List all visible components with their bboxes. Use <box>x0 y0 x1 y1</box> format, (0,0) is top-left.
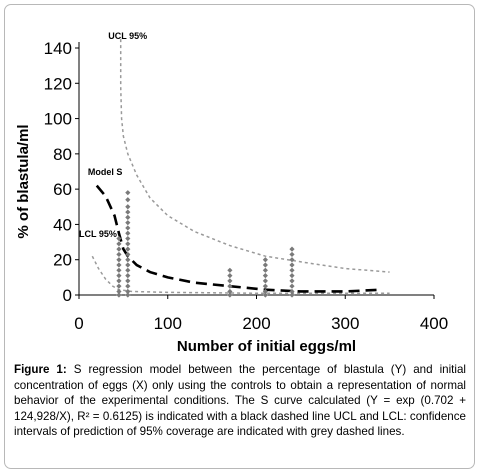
data-point <box>125 272 131 279</box>
data-point <box>262 267 268 273</box>
data-point <box>262 262 268 268</box>
data-point <box>289 288 295 295</box>
data-point <box>125 288 131 295</box>
data-point <box>116 292 122 298</box>
data-point <box>116 235 122 242</box>
data-point <box>227 283 233 289</box>
caption-label: Figure 1: <box>14 363 67 376</box>
data-point <box>227 267 233 273</box>
data-point <box>289 262 295 268</box>
data-point <box>289 292 295 298</box>
y-tick-label: 0 <box>63 286 72 305</box>
data-point <box>116 246 122 252</box>
x-tick-label: 400 <box>420 314 448 333</box>
data-point <box>227 288 233 295</box>
figure-caption: Figure 1: S regression model between the… <box>14 362 466 440</box>
data-point <box>125 230 131 236</box>
data-point <box>289 257 295 263</box>
data-point <box>125 235 131 242</box>
y-axis-title: % of blastula/ml <box>15 124 32 238</box>
labels-layer: Number of initial eggs/ml % of blastula/m… <box>15 31 356 355</box>
figure-frame <box>4 4 475 469</box>
data-point <box>125 214 131 220</box>
data-point <box>116 267 122 273</box>
x-tick-label: 300 <box>331 314 359 333</box>
data-point <box>289 246 295 252</box>
data-point <box>125 204 131 210</box>
data-point <box>289 272 295 279</box>
data-point <box>116 241 122 247</box>
data-point <box>116 288 122 295</box>
y-tick-label: 80 <box>53 145 72 164</box>
data-point <box>227 272 233 279</box>
data-point <box>289 267 295 273</box>
data-point <box>125 241 131 247</box>
lcl-95-curve <box>91 255 390 294</box>
annotation-label: UCL 95% <box>108 31 147 41</box>
x-tick-label: 100 <box>154 314 182 333</box>
annotation-label: LCL 95% <box>79 229 117 239</box>
data-point <box>116 272 122 279</box>
data-point <box>262 292 268 298</box>
data-point <box>125 190 131 196</box>
data-point <box>125 292 131 298</box>
data-point <box>116 251 122 258</box>
x-axis-title: Number of initial eggs/ml <box>177 338 356 355</box>
series-layer <box>91 39 390 298</box>
data-point <box>125 246 131 252</box>
regression-chart: 0 20 40 60 80 100 120 140 0 100 200 300 400 Number o… <box>15 31 449 355</box>
y-tick-label: 40 <box>53 215 72 234</box>
data-point <box>125 225 131 231</box>
data-point <box>262 257 268 263</box>
y-tick-label: 60 <box>53 180 72 199</box>
annotation-label: Model S <box>88 167 123 177</box>
axes: 0 20 40 60 80 100 120 140 0 100 200 300 400 <box>44 39 449 333</box>
data-point <box>289 278 295 284</box>
data-point <box>125 283 131 289</box>
data-point <box>227 278 233 284</box>
x-tick-label: 200 <box>242 314 270 333</box>
data-point <box>116 278 122 284</box>
ucl-95-curve <box>119 39 390 273</box>
data-point <box>262 272 268 279</box>
data-point <box>125 278 131 284</box>
data-point <box>125 251 131 258</box>
y-tick-label: 100 <box>44 110 72 129</box>
data-point <box>262 278 268 284</box>
data-point <box>116 257 122 263</box>
x-tick-label: 0 <box>74 314 83 333</box>
data-point <box>125 267 131 273</box>
model-s-curve <box>95 184 381 293</box>
caption-text: S regression model between the percentag… <box>14 363 467 439</box>
data-point <box>227 292 233 298</box>
y-tick-label: 140 <box>44 39 72 58</box>
data-point <box>125 220 131 226</box>
y-tick-label: 120 <box>44 74 72 93</box>
data-point <box>116 283 122 289</box>
y-tick-label: 20 <box>53 251 72 270</box>
data-point <box>125 257 131 263</box>
data-point <box>289 283 295 289</box>
data-point <box>262 288 268 295</box>
data-point <box>289 251 295 258</box>
data-point <box>125 262 131 268</box>
data-point <box>262 283 268 289</box>
data-point <box>125 209 131 215</box>
data-point <box>125 197 131 203</box>
data-point <box>116 262 122 268</box>
